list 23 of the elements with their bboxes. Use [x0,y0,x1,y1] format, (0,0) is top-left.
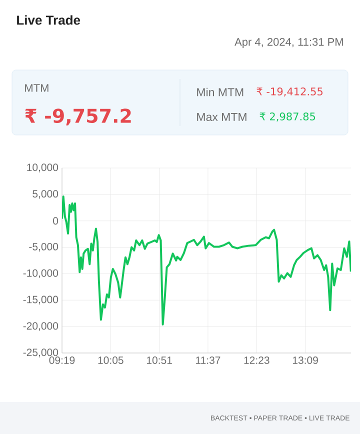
text: ₹ -19,412.55 [256,87,322,97]
x-tick-label: 10:51 [146,356,172,364]
x-tick-label: 10:05 [98,356,124,364]
x-tick-label: 09:19 [49,356,75,364]
y-tick-label: 10,000 [27,164,58,172]
text: Min MTM [197,88,244,96]
y-tick-label: -10,000 [23,269,58,278]
y-tick-label: -20,000 [23,322,58,331]
y-tick-label: 0 [53,217,58,225]
y-tick-label: -5,000 [29,242,58,252]
text: Apr 4, 2024, 11:31 PM [234,38,343,48]
text: ₹ -9,757.2 [25,108,131,126]
y-tick-label: -25,000 [23,348,58,358]
text: MTM [25,84,48,92]
x-tick-label: 11:37 [196,356,220,364]
y-tick-label: -15,000 [23,296,58,304]
text: ₹ 2,987.85 [260,112,316,122]
x-tick-label: 13:09 [292,356,318,364]
y-tick-label: 5,000 [32,190,58,199]
x-tick-label: 12:23 [244,356,270,364]
chart-title: Live Trade [17,15,80,25]
line-series [62,196,351,326]
text: Max MTM [197,112,246,122]
